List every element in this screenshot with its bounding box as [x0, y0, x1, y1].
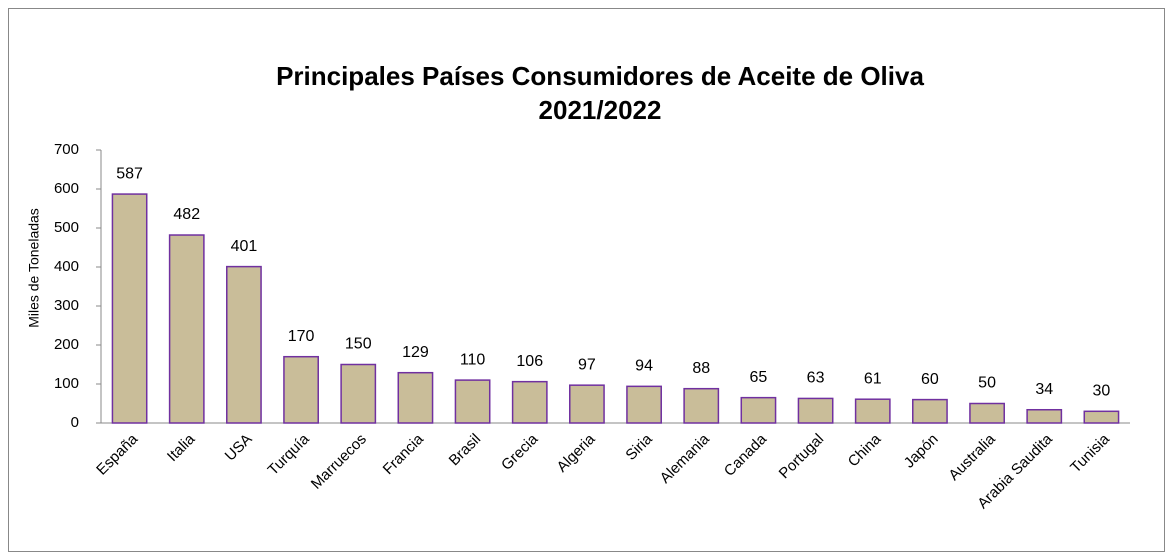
bar	[797, 397, 834, 424]
value-label: 30	[1093, 383, 1111, 400]
bar	[569, 384, 605, 424]
value-label: 94	[635, 358, 653, 375]
value-label: 587	[116, 165, 143, 182]
value-label: 34	[1035, 381, 1053, 398]
value-label: 50	[978, 375, 996, 392]
chart-title: Principales Países Consumidores de Aceit…	[276, 61, 924, 91]
bar	[511, 380, 548, 424]
bar	[1083, 410, 1120, 424]
bar	[912, 398, 948, 424]
bar	[626, 385, 662, 424]
y-tick-label: 0	[71, 414, 79, 431]
bar	[454, 379, 491, 424]
bar	[397, 371, 434, 424]
value-label: 106	[516, 353, 543, 370]
y-tick-label: 100	[54, 375, 79, 392]
bar	[683, 387, 720, 424]
bar	[854, 398, 891, 424]
bar	[969, 402, 1005, 424]
bar	[168, 234, 205, 424]
value-label: 170	[288, 328, 315, 345]
bar	[226, 265, 262, 424]
bar	[283, 355, 319, 424]
value-label: 401	[231, 238, 258, 255]
y-tick-label: 700	[54, 141, 79, 158]
bar	[740, 396, 777, 424]
bar	[1026, 408, 1063, 424]
value-label: 88	[692, 360, 710, 377]
bar	[111, 193, 148, 424]
bar	[340, 363, 377, 424]
value-label: 60	[921, 371, 939, 388]
y-tick-label: 500	[54, 219, 79, 236]
y-tick-label: 600	[54, 180, 79, 197]
value-label: 61	[864, 370, 882, 387]
y-tick-label: 300	[54, 297, 79, 314]
value-label: 63	[807, 370, 825, 387]
y-axis-label: Miles de Toneladas	[26, 208, 42, 328]
y-tick-label: 200	[54, 336, 79, 353]
value-label: 482	[173, 206, 200, 223]
value-label: 150	[345, 336, 372, 353]
value-label: 110	[460, 351, 486, 368]
value-label: 65	[750, 369, 768, 386]
value-label: 129	[402, 344, 429, 361]
value-label: 97	[578, 356, 596, 373]
chart-title: 2021/2022	[539, 95, 662, 125]
y-tick-label: 400	[54, 258, 79, 275]
